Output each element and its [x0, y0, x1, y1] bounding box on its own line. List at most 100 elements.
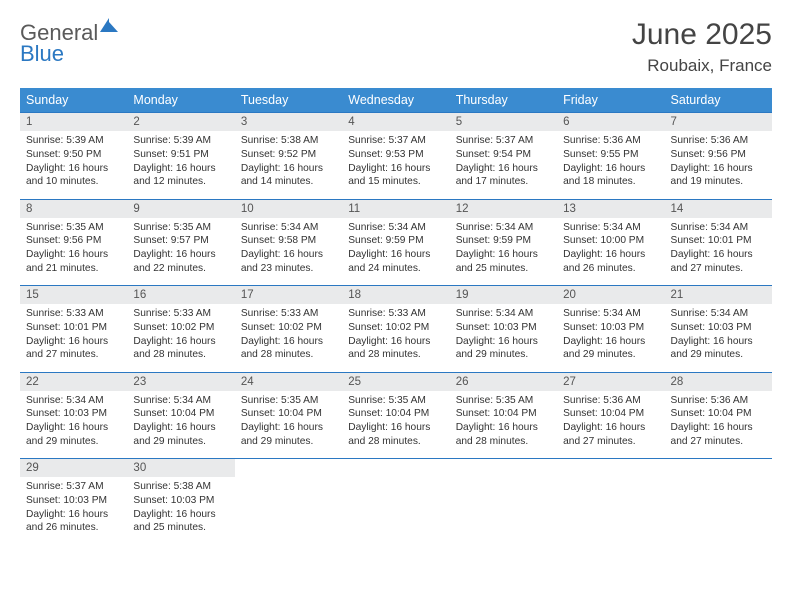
sunrise-line: Sunrise: 5:34 AM	[456, 307, 551, 321]
day-number-cell: 23	[127, 372, 234, 391]
sunrise-line: Sunrise: 5:33 AM	[26, 307, 121, 321]
daylight-line: Daylight: 16 hours and 25 minutes.	[133, 508, 228, 536]
sunset-line: Sunset: 9:56 PM	[671, 148, 766, 162]
day-content-cell: Sunrise: 5:36 AMSunset: 10:04 PMDaylight…	[557, 391, 664, 459]
sunset-line: Sunset: 10:03 PM	[26, 407, 121, 421]
sunrise-line: Sunrise: 5:34 AM	[563, 307, 658, 321]
day-number-cell	[235, 459, 342, 478]
day-number-cell: 7	[665, 113, 772, 132]
daynum-row: 2930	[20, 459, 772, 478]
day-number-cell: 9	[127, 199, 234, 218]
day-content-cell: Sunrise: 5:39 AMSunset: 9:50 PMDaylight:…	[20, 131, 127, 199]
day-content-cell: Sunrise: 5:33 AMSunset: 10:01 PMDaylight…	[20, 304, 127, 372]
sunset-line: Sunset: 10:04 PM	[133, 407, 228, 421]
calendar-page: General Blue June 2025 Roubaix, France S…	[0, 0, 792, 563]
sunrise-line: Sunrise: 5:33 AM	[241, 307, 336, 321]
sunset-line: Sunset: 10:03 PM	[456, 321, 551, 335]
sunrise-line: Sunrise: 5:35 AM	[133, 221, 228, 235]
day-content-cell	[665, 477, 772, 545]
sunset-line: Sunset: 10:03 PM	[26, 494, 121, 508]
content-row: Sunrise: 5:33 AMSunset: 10:01 PMDaylight…	[20, 304, 772, 372]
sunset-line: Sunset: 9:56 PM	[26, 234, 121, 248]
daylight-line: Daylight: 16 hours and 22 minutes.	[133, 248, 228, 276]
day-number-cell: 22	[20, 372, 127, 391]
title-block: June 2025 Roubaix, France	[632, 18, 772, 76]
sunrise-line: Sunrise: 5:36 AM	[671, 134, 766, 148]
day-number-cell	[450, 459, 557, 478]
day-content-cell: Sunrise: 5:33 AMSunset: 10:02 PMDaylight…	[235, 304, 342, 372]
sunrise-line: Sunrise: 5:33 AM	[133, 307, 228, 321]
day-number-cell: 21	[665, 286, 772, 305]
sunrise-line: Sunrise: 5:37 AM	[456, 134, 551, 148]
sunrise-line: Sunrise: 5:34 AM	[456, 221, 551, 235]
sunset-line: Sunset: 10:03 PM	[133, 494, 228, 508]
sunset-line: Sunset: 10:00 PM	[563, 234, 658, 248]
day-content-cell: Sunrise: 5:38 AMSunset: 10:03 PMDaylight…	[127, 477, 234, 545]
sunrise-line: Sunrise: 5:34 AM	[133, 394, 228, 408]
day-number-cell: 6	[557, 113, 664, 132]
day-number-cell: 24	[235, 372, 342, 391]
day-number-cell: 12	[450, 199, 557, 218]
sunrise-line: Sunrise: 5:35 AM	[26, 221, 121, 235]
day-content-cell: Sunrise: 5:36 AMSunset: 9:55 PMDaylight:…	[557, 131, 664, 199]
daylight-line: Daylight: 16 hours and 19 minutes.	[671, 162, 766, 190]
day-number-cell: 2	[127, 113, 234, 132]
dow-row: Sunday Monday Tuesday Wednesday Thursday…	[20, 88, 772, 113]
day-number-cell: 16	[127, 286, 234, 305]
sunset-line: Sunset: 9:52 PM	[241, 148, 336, 162]
day-number-cell: 5	[450, 113, 557, 132]
sunrise-line: Sunrise: 5:37 AM	[348, 134, 443, 148]
sunrise-line: Sunrise: 5:36 AM	[563, 134, 658, 148]
day-content-cell	[342, 477, 449, 545]
day-number-cell: 27	[557, 372, 664, 391]
daylight-line: Daylight: 16 hours and 25 minutes.	[456, 248, 551, 276]
daylight-line: Daylight: 16 hours and 29 minutes.	[26, 421, 121, 449]
day-content-cell: Sunrise: 5:35 AMSunset: 10:04 PMDaylight…	[450, 391, 557, 459]
daynum-row: 891011121314	[20, 199, 772, 218]
day-number-cell: 29	[20, 459, 127, 478]
day-content-cell: Sunrise: 5:38 AMSunset: 9:52 PMDaylight:…	[235, 131, 342, 199]
day-content-cell: Sunrise: 5:33 AMSunset: 10:02 PMDaylight…	[127, 304, 234, 372]
daylight-line: Daylight: 16 hours and 26 minutes.	[563, 248, 658, 276]
day-number-cell: 11	[342, 199, 449, 218]
day-content-cell: Sunrise: 5:34 AMSunset: 9:59 PMDaylight:…	[342, 218, 449, 286]
daylight-line: Daylight: 16 hours and 28 minutes.	[348, 421, 443, 449]
dow-wed: Wednesday	[342, 88, 449, 113]
day-content-cell: Sunrise: 5:34 AMSunset: 9:58 PMDaylight:…	[235, 218, 342, 286]
day-number-cell: 10	[235, 199, 342, 218]
day-number-cell: 3	[235, 113, 342, 132]
sunrise-line: Sunrise: 5:34 AM	[348, 221, 443, 235]
day-number-cell: 13	[557, 199, 664, 218]
day-number-cell: 30	[127, 459, 234, 478]
day-number-cell: 17	[235, 286, 342, 305]
dow-sun: Sunday	[20, 88, 127, 113]
daylight-line: Daylight: 16 hours and 29 minutes.	[456, 335, 551, 363]
sunrise-line: Sunrise: 5:35 AM	[241, 394, 336, 408]
dow-mon: Monday	[127, 88, 234, 113]
day-number-cell: 26	[450, 372, 557, 391]
sunrise-line: Sunrise: 5:37 AM	[26, 480, 121, 494]
day-content-cell: Sunrise: 5:34 AMSunset: 10:04 PMDaylight…	[127, 391, 234, 459]
daylight-line: Daylight: 16 hours and 29 minutes.	[241, 421, 336, 449]
day-content-cell: Sunrise: 5:34 AMSunset: 10:01 PMDaylight…	[665, 218, 772, 286]
day-number-cell: 20	[557, 286, 664, 305]
sunrise-line: Sunrise: 5:36 AM	[671, 394, 766, 408]
sunrise-line: Sunrise: 5:33 AM	[348, 307, 443, 321]
sunset-line: Sunset: 9:59 PM	[348, 234, 443, 248]
sunset-line: Sunset: 9:55 PM	[563, 148, 658, 162]
daylight-line: Daylight: 16 hours and 21 minutes.	[26, 248, 121, 276]
day-content-cell: Sunrise: 5:33 AMSunset: 10:02 PMDaylight…	[342, 304, 449, 372]
dow-sat: Saturday	[665, 88, 772, 113]
sunset-line: Sunset: 9:54 PM	[456, 148, 551, 162]
daynum-row: 1234567	[20, 113, 772, 132]
daylight-line: Daylight: 16 hours and 28 minutes.	[241, 335, 336, 363]
day-content-cell: Sunrise: 5:36 AMSunset: 9:56 PMDaylight:…	[665, 131, 772, 199]
day-number-cell: 14	[665, 199, 772, 218]
logo-line2: Blue	[20, 43, 118, 65]
day-number-cell: 8	[20, 199, 127, 218]
daylight-line: Daylight: 16 hours and 18 minutes.	[563, 162, 658, 190]
day-content-cell: Sunrise: 5:34 AMSunset: 10:03 PMDaylight…	[20, 391, 127, 459]
day-number-cell	[342, 459, 449, 478]
sunset-line: Sunset: 9:57 PM	[133, 234, 228, 248]
day-number-cell: 15	[20, 286, 127, 305]
